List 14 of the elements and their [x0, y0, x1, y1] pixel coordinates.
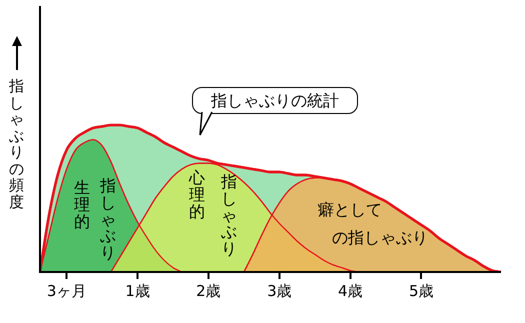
- chart-title: 指しゃぶりの統計: [192, 87, 358, 114]
- annotation: 癖として: [318, 200, 382, 219]
- x-tick-label: 2歳: [196, 282, 221, 300]
- annotation: 指しゃぶり: [100, 176, 116, 262]
- x-tick-label: 3ヶ月: [46, 282, 86, 300]
- x-tick-label: 4歳: [338, 282, 363, 300]
- x-tick-label: 1歳: [125, 282, 150, 300]
- annotation: 指しゃぶり: [221, 172, 237, 258]
- x-tick-label: 3歳: [267, 282, 292, 300]
- x-tick-label: 5歳: [408, 282, 434, 300]
- y-axis-title: 指しゃぶりの頻度: [9, 77, 24, 210]
- annotation: 心理的: [189, 168, 205, 221]
- annotation: 生理的: [74, 178, 90, 231]
- annotation: の指しゃぶり: [332, 228, 428, 247]
